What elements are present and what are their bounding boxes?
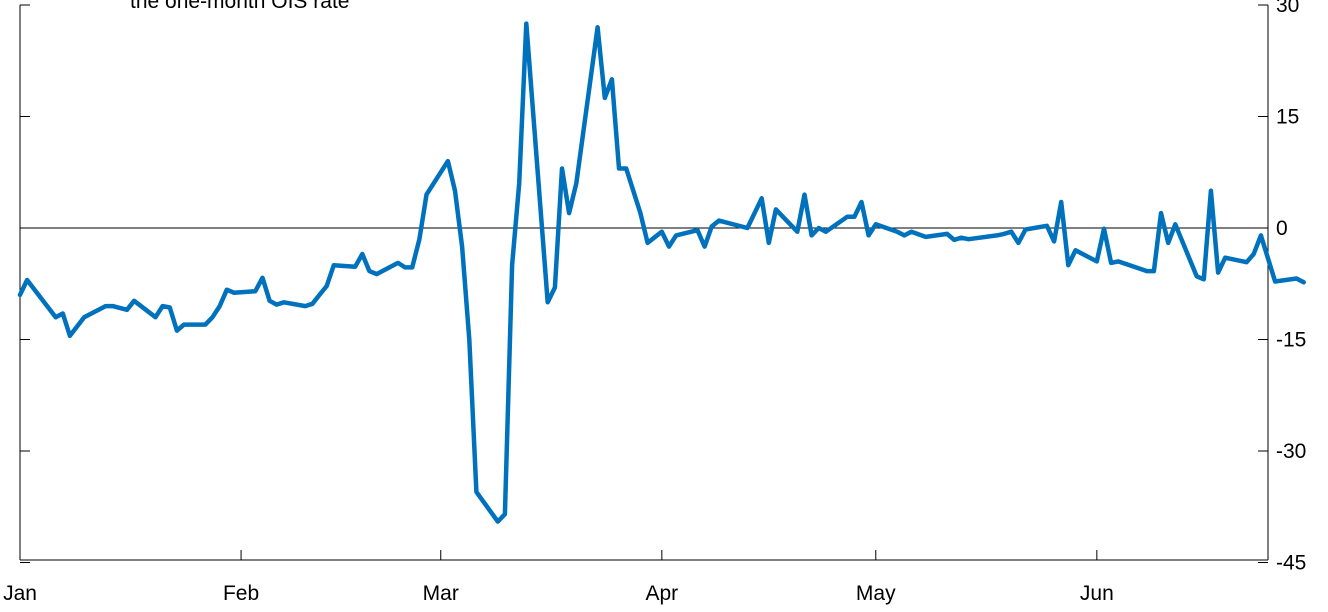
x-tick-label: Apr [645,582,678,605]
series-line [17,21,1306,524]
x-tick-label: May [856,582,896,605]
chart-subtitle-fragment: the one-month OIS rate [130,0,349,13]
y-tick-label: 0 [1276,217,1288,240]
y-tick-label: -45 [1276,552,1306,575]
x-tick-label: Mar [423,582,459,605]
y-tick-label: 30 [1276,0,1299,17]
x-tick-label: Jan [3,582,37,605]
axes: 30 15 0 -15 -30 -45 Jan Feb Mar Apr May Jun [3,0,1306,605]
x-tick-label: Feb [223,582,259,605]
series-layer [17,21,1306,524]
y-tick-label: -15 [1276,329,1306,352]
y-tick-label: -30 [1276,440,1306,463]
x-tick-label: Jun [1080,582,1114,605]
y-tick-label: 15 [1276,106,1299,129]
